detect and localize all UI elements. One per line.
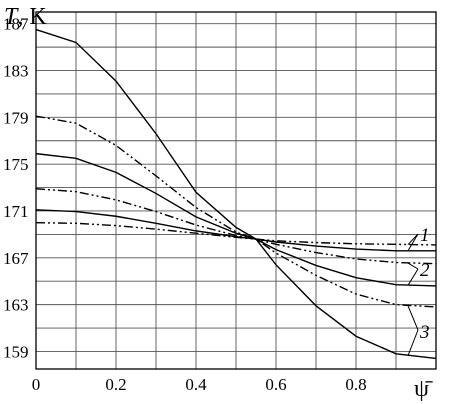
curve-leader-line <box>407 262 419 270</box>
y-tick-label: 175 <box>3 155 29 174</box>
grid <box>36 12 436 369</box>
plot-border <box>35 11 437 370</box>
y-tick-label: 183 <box>3 62 29 81</box>
y-tick-label: 163 <box>3 296 29 315</box>
curve-leader-line <box>407 305 419 331</box>
y-tick-label: 171 <box>3 202 29 221</box>
series-line-3-dashdot <box>35 115 437 308</box>
plot-frame <box>35 11 437 370</box>
curve-label-3: 3 <box>419 322 430 343</box>
x-tick-label: 0.8 <box>345 375 366 394</box>
x-tick-label: 0 <box>32 375 41 394</box>
y-tick-label: 159 <box>3 342 29 361</box>
x-tick-label: 0.6 <box>265 375 286 394</box>
x-tick-label: 0.4 <box>185 375 207 394</box>
curve-leader-line <box>407 329 419 356</box>
x-axis-label: ψ̄ <box>414 376 433 402</box>
x-tick-labels: 0 0.2 0.4 0.6 0.8 <box>32 375 367 394</box>
curve-leader-line <box>407 268 419 286</box>
y-tick-label: 187 <box>3 15 29 34</box>
y-tick-label: 179 <box>3 108 29 127</box>
series-line-3-solid <box>35 28 437 360</box>
curve-label-1: 1 <box>420 225 430 246</box>
y-axis-label: T, K <box>4 4 47 30</box>
curve-label-2: 2 <box>420 260 430 281</box>
y-tick-labels: 159 163 167 171 175 179 183 187 <box>3 15 29 362</box>
series-lines <box>35 28 437 360</box>
curve-leader-line <box>407 233 419 252</box>
x-tick-label: 0.2 <box>105 375 126 394</box>
curve-leaders <box>407 233 419 356</box>
y-tick-label: 167 <box>3 249 29 268</box>
curve-leader-line <box>407 233 419 245</box>
series-line-2-dashdot <box>35 188 437 265</box>
